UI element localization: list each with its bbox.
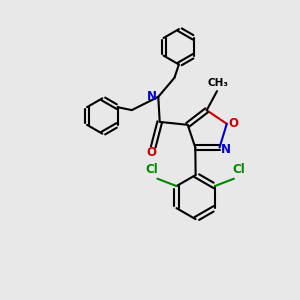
Text: Cl: Cl (233, 163, 246, 176)
Text: CH₃: CH₃ (208, 78, 229, 88)
Text: O: O (228, 117, 238, 130)
Text: O: O (147, 146, 157, 159)
Text: N: N (147, 90, 157, 104)
Text: Cl: Cl (146, 163, 158, 176)
Text: N: N (221, 142, 231, 155)
